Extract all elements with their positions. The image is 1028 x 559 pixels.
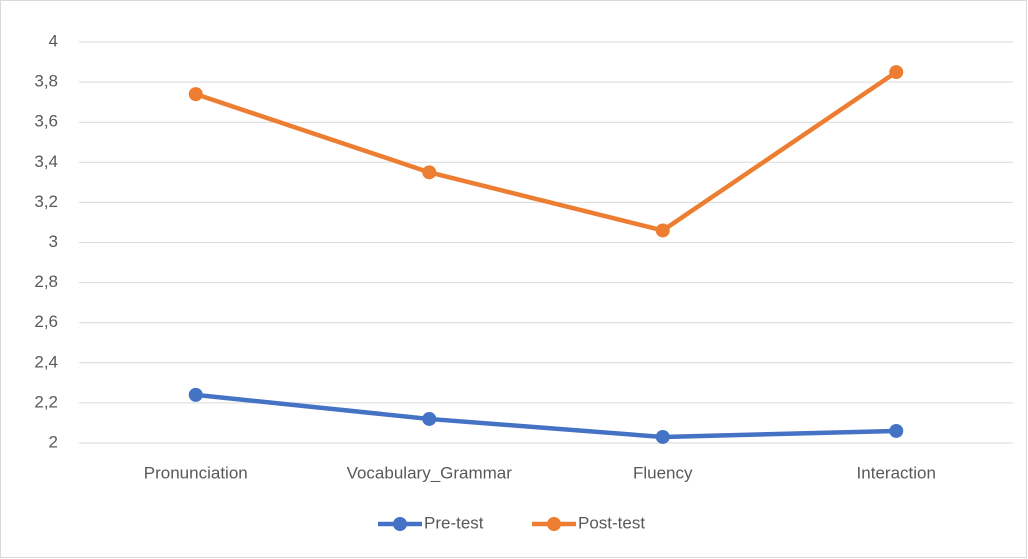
data-point xyxy=(655,223,670,238)
x-tick-label: Fluency xyxy=(633,463,693,482)
legend-label: Pre-test xyxy=(424,513,484,532)
data-point xyxy=(422,165,437,180)
y-tick-label: 4 xyxy=(49,31,58,50)
data-point xyxy=(188,387,203,402)
y-tick-label: 3 xyxy=(49,232,58,251)
y-tick-label: 3,6 xyxy=(34,112,58,131)
y-tick-label: 3,2 xyxy=(34,192,58,211)
data-point xyxy=(422,411,437,426)
y-tick-label: 2,2 xyxy=(34,392,58,411)
y-tick-label: 3,4 xyxy=(34,152,58,171)
y-tick-label: 3,8 xyxy=(34,72,58,91)
y-tick-label: 2,6 xyxy=(34,312,58,331)
series-line xyxy=(193,69,899,233)
x-tick-label: Interaction xyxy=(857,463,936,482)
x-tick-label: Pronunciation xyxy=(144,463,248,482)
y-tick-label: 2,8 xyxy=(34,272,58,291)
legend-marker xyxy=(393,517,407,531)
data-point xyxy=(889,423,904,438)
data-point xyxy=(889,65,904,80)
x-tick-label: Vocabulary_Grammar xyxy=(347,463,513,482)
y-tick-label: 2,4 xyxy=(34,352,58,371)
legend-label: Post-test xyxy=(578,513,645,532)
data-point xyxy=(188,87,203,102)
data-point xyxy=(655,429,670,444)
series-line xyxy=(193,392,899,440)
legend-marker xyxy=(547,517,561,531)
y-tick-label: 2 xyxy=(49,432,58,451)
